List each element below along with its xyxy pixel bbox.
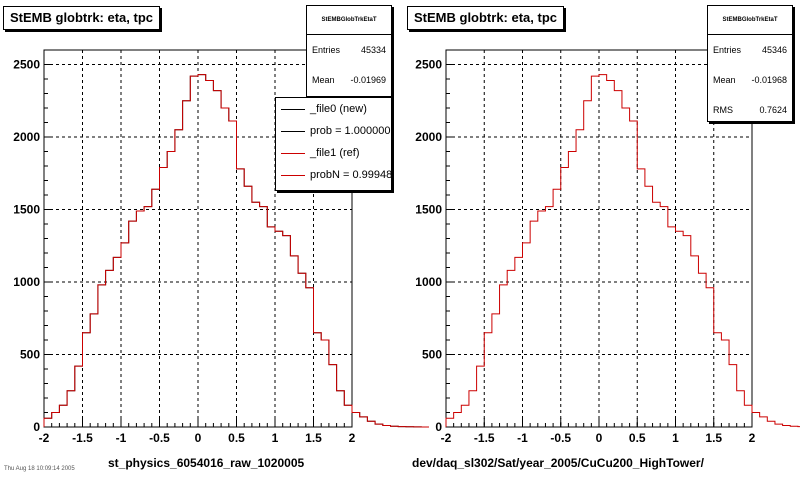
stats-entries-value: 45346 — [761, 45, 787, 55]
y-tick-label: 1000 — [13, 275, 40, 289]
histogram-series-1 — [445, 74, 800, 428]
stats-mean-row: Mean -0.01969 — [307, 65, 391, 95]
chart-title-1: StEMB globtrk: eta, tpc — [3, 6, 161, 30]
x-tick-label: 0.5 — [629, 431, 646, 445]
stats-name: StEMBGlobTrkEtaT — [307, 6, 391, 35]
x-tick-label: 2 — [749, 431, 756, 445]
stats-name: StEMBGlobTrkEtaT — [708, 6, 792, 35]
y-tick-label: 500 — [422, 348, 442, 362]
footer-timestamp: Thu Aug 18 10:09:14 2005 — [4, 466, 75, 472]
legend-label: probN = 0.999489 — [310, 169, 392, 181]
legend-swatch — [281, 175, 305, 176]
y-tick-label: 0 — [33, 420, 40, 434]
stats-entries-label: Entries — [312, 45, 341, 55]
x-tick-label: -2 — [39, 431, 50, 445]
stats-rms-row: RMS 0.7624 — [708, 95, 792, 125]
x-tick-label: 1 — [272, 431, 279, 445]
x-tick-label: 1 — [672, 431, 679, 445]
legend-entry: probN = 0.999489 — [276, 164, 391, 186]
stats-box-2: StEMBGlobTrkEtaT Entries 45346 Mean -0.019… — [707, 5, 793, 122]
legend-label: _file0 (new) — [310, 103, 367, 115]
stats-entries-value: 45334 — [360, 45, 386, 55]
x-tick-label: 0.5 — [228, 431, 245, 445]
legend-entry: prob = 1.000000 — [276, 120, 391, 142]
legend-swatch — [281, 109, 305, 110]
x-tick-label: -1 — [116, 431, 127, 445]
y-tick-label: 2000 — [415, 130, 442, 144]
x-tick-label: -0.5 — [149, 431, 170, 445]
stats-mean-value: -0.01968 — [751, 75, 787, 85]
y-tick-label: 2000 — [13, 130, 40, 144]
legend-swatch — [281, 131, 305, 132]
stats-entries-row: Entries 45334 — [307, 35, 391, 65]
stats-mean-row: Mean -0.01968 — [708, 65, 792, 95]
x-tick-label: -2 — [441, 431, 452, 445]
y-tick-label: 0 — [435, 420, 442, 434]
x-tick-label: 2 — [349, 431, 356, 445]
title-text: StEMB globtrk: eta, tpc — [10, 10, 154, 25]
y-tick-label: 1500 — [13, 203, 40, 217]
legend-box: _file0 (new) prob = 1.000000 _file1 (ref… — [275, 97, 392, 191]
legend-swatch — [281, 153, 305, 154]
stats-mean-value: -0.01969 — [350, 75, 386, 85]
y-tick-label: 2500 — [13, 58, 40, 72]
legend-entry: _file0 (new) — [276, 98, 391, 120]
chart-title-2: StEMB globtrk: eta, tpc — [407, 6, 565, 30]
x-tick-label: 0 — [195, 431, 202, 445]
x-tick-label: -1 — [517, 431, 528, 445]
x-tick-label: 1.5 — [705, 431, 722, 445]
stats-rms-value: 0.7624 — [759, 105, 787, 115]
stats-box-1: StEMBGlobTrkEtaT Entries 45334 Mean -0.019… — [306, 5, 392, 97]
legend-entry: _file1 (ref) — [276, 142, 391, 164]
x-axis-label-1: st_physics_6054016_raw_1020005 — [108, 456, 305, 470]
legend-label: _file1 (ref) — [310, 147, 360, 159]
stats-entries-row: Entries 45346 — [708, 35, 792, 65]
x-tick-label: 1.5 — [305, 431, 322, 445]
y-tick-label: 1000 — [415, 275, 442, 289]
stats-entries-label: Entries — [713, 45, 742, 55]
x-tick-label: -1.5 — [72, 431, 93, 445]
stats-mean-label: Mean — [312, 75, 335, 85]
x-tick-label: 0 — [596, 431, 603, 445]
y-tick-label: 1500 — [415, 203, 442, 217]
title-text: StEMB globtrk: eta, tpc — [414, 10, 558, 25]
stats-rms-label: RMS — [713, 105, 733, 115]
y-tick-label: 500 — [20, 348, 40, 362]
histogram-series-2 — [43, 74, 429, 428]
legend-label: prob = 1.000000 — [310, 125, 391, 137]
stats-mean-label: Mean — [713, 75, 736, 85]
x-tick-label: -0.5 — [550, 431, 571, 445]
y-tick-label: 2500 — [415, 58, 442, 72]
x-axis-label-2: dev/daq_sl302/Sat/year_2005/CuCu200_High… — [412, 456, 704, 470]
x-tick-label: -1.5 — [474, 431, 495, 445]
